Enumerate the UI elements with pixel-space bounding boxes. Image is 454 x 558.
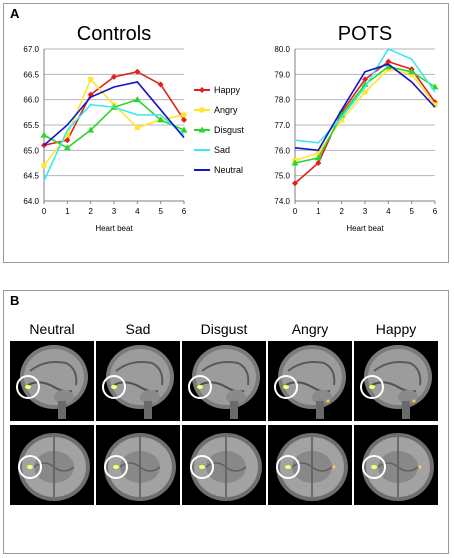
condition-label-sad: Sad	[125, 321, 151, 337]
x-tick-label: 1	[316, 207, 321, 216]
data-point-disgust	[157, 116, 165, 123]
x-axis-label: Heart beat	[95, 224, 133, 233]
legend-label-neutral: Neutral	[214, 165, 243, 175]
data-point-happy	[362, 76, 368, 83]
x-tick-label: 2	[88, 207, 93, 216]
line-charts: Controls 64.0 64.5 65.0 65.5 66.0 66.5 67.0 0 1 2 3…	[23, 23, 439, 233]
brain-scan-axial-happy	[354, 425, 438, 505]
series-line-neutral	[43, 81, 185, 146]
y-tick-label: 80.0	[274, 45, 290, 54]
data-point-disgust	[408, 68, 416, 75]
chart-title: POTS	[338, 23, 392, 45]
legend-label-happy: Happy	[214, 85, 241, 95]
y-tick-label: 65.0	[23, 146, 39, 155]
y-tick-label: 78.0	[274, 96, 290, 105]
brain-scan-sagittal-angry	[268, 341, 352, 421]
data-point-disgust	[314, 154, 322, 161]
series-line-angry	[43, 77, 185, 167]
data-point-angry	[432, 102, 438, 108]
condition-label-neutral: Neutral	[29, 321, 75, 337]
data-point-happy	[292, 180, 298, 187]
brain-scan-axial-angry	[268, 425, 352, 505]
data-point-happy	[134, 68, 141, 75]
y-tick-label: 79.0	[274, 70, 290, 79]
brain-scan-sagittal-neutral	[10, 341, 94, 421]
brain-scan-axial-neutral	[10, 425, 94, 505]
x-tick-label: 4	[386, 207, 391, 216]
x-tick-label: 0	[293, 207, 298, 216]
data-point-angry	[385, 66, 391, 72]
x-tick-label: 5	[158, 207, 163, 216]
chart-title: Controls	[77, 23, 151, 45]
data-point-disgust	[87, 126, 95, 133]
panel-a-label: A	[10, 6, 20, 21]
data-point-happy	[64, 137, 71, 144]
data-point-angry	[409, 71, 415, 77]
legend-marker	[198, 126, 206, 133]
data-point-angry	[41, 163, 47, 169]
x-tick-label: 3	[363, 207, 368, 216]
legend-label-disgust: Disgust	[214, 125, 245, 135]
panel-b: B Neutral Sad	[3, 290, 449, 554]
chart-1: POTS 74.0 75.0 76.0 77.0 78.0 79.0 80.0 0 1 2 3 4 5 6 H…	[274, 23, 439, 233]
chart-0: Controls 64.0 64.5 65.0 65.5 66.0 66.5 67.0 0 1 2 3…	[23, 23, 188, 233]
y-tick-label: 67.0	[23, 45, 39, 54]
data-point-disgust	[180, 126, 188, 133]
condition-label-angry: Angry	[291, 321, 329, 337]
legend-label-sad: Sad	[214, 145, 230, 155]
data-point-happy	[157, 81, 164, 88]
data-point-happy	[315, 160, 322, 166]
series-line-sad	[294, 47, 436, 144]
data-point-disgust	[63, 144, 71, 151]
data-point-angry	[339, 117, 345, 123]
legend-marker	[199, 107, 205, 113]
condition-label-happy: Happy	[375, 321, 417, 337]
legend-marker	[199, 87, 205, 93]
legend-label-angry: Angry	[214, 105, 238, 115]
y-tick-label: 76.0	[274, 146, 290, 155]
brain-scan-sagittal-disgust	[182, 341, 266, 421]
x-tick-label: 3	[112, 207, 117, 216]
y-tick-label: 64.0	[23, 197, 39, 206]
y-tick-label: 74.0	[274, 197, 290, 206]
data-point-disgust	[40, 131, 48, 138]
data-point-happy	[111, 73, 117, 80]
data-point-happy	[181, 116, 187, 123]
y-tick-label: 66.5	[23, 70, 39, 79]
data-point-angry	[134, 125, 140, 131]
brain-scan-axial-sad	[96, 425, 180, 505]
data-point-disgust	[133, 96, 141, 103]
data-point-angry	[181, 112, 187, 118]
brain-scan-sagittal-sad	[96, 341, 180, 421]
x-tick-label: 6	[182, 207, 187, 216]
data-point-happy	[385, 58, 392, 65]
condition-label-disgust: Disgust	[200, 321, 248, 337]
data-point-disgust	[384, 63, 392, 70]
series-line-neutral	[294, 63, 436, 152]
x-tick-label: 2	[339, 207, 344, 216]
data-point-angry	[88, 76, 94, 82]
x-tick-label: 6	[433, 207, 438, 216]
data-point-disgust	[431, 83, 439, 90]
y-tick-label: 64.5	[23, 172, 39, 181]
brain-scan-axial-disgust	[182, 425, 266, 505]
x-tick-label: 4	[135, 207, 140, 216]
panel-b-label: B	[10, 293, 20, 308]
x-tick-label: 1	[65, 207, 70, 216]
y-tick-label: 77.0	[274, 121, 290, 130]
x-axis-label: Heart beat	[346, 224, 384, 233]
data-point-disgust	[291, 159, 299, 166]
y-tick-label: 65.5	[23, 121, 39, 130]
data-point-angry	[64, 132, 70, 138]
data-point-angry	[315, 150, 321, 156]
x-tick-label: 5	[409, 207, 414, 216]
x-tick-label: 0	[42, 207, 47, 216]
panel-a: A Controls 64.0 64.5 65.0 65.5 66.0 66.5 67.0 0 1…	[3, 3, 449, 263]
series-line-sad	[43, 103, 185, 182]
y-tick-label: 66.0	[23, 96, 39, 105]
brain-scan-sagittal-happy	[354, 341, 438, 421]
legend: Happy Angry Disgust Sad Neutral	[194, 85, 245, 175]
y-tick-label: 75.0	[274, 172, 290, 181]
data-point-angry	[362, 89, 368, 95]
